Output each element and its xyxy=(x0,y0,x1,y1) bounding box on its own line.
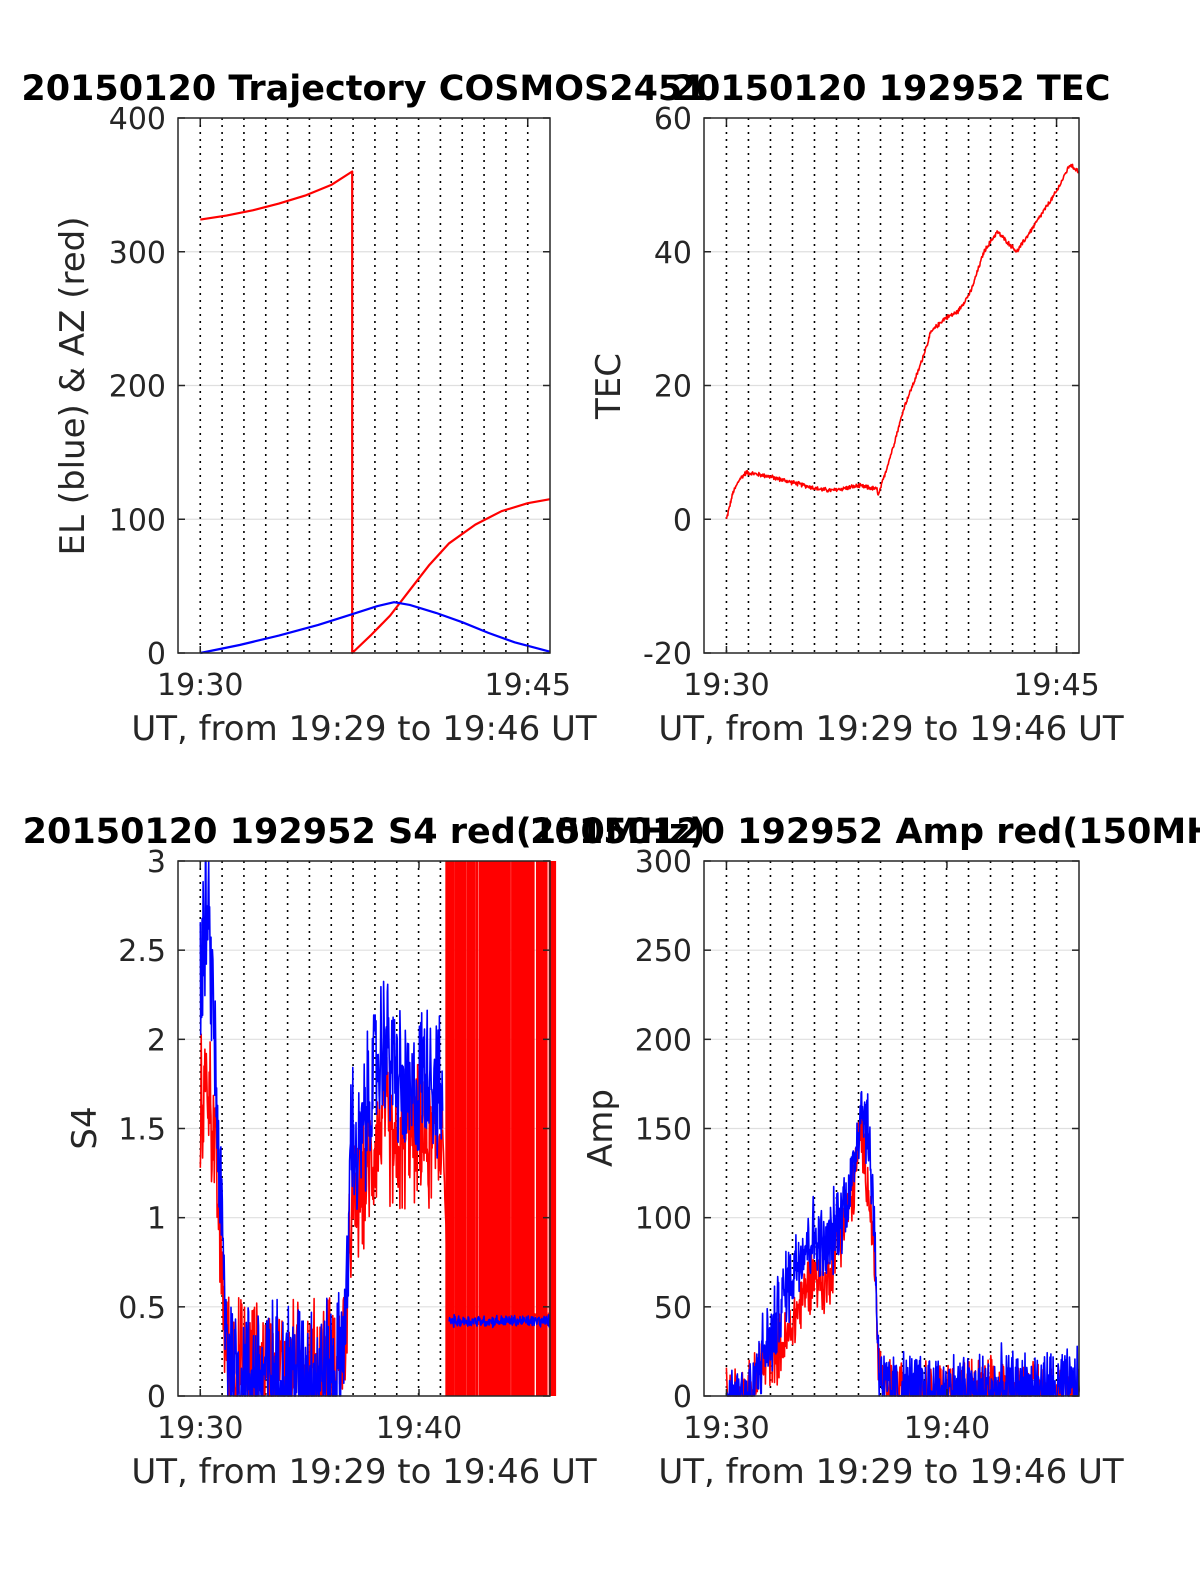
y-axis-label-tec: TEC xyxy=(589,353,629,420)
x-tick-label: 19:30 xyxy=(157,668,243,703)
y-tick-label: 200 xyxy=(109,370,166,405)
saturated-band xyxy=(472,861,476,1396)
y-tick-label: 0 xyxy=(673,1380,692,1415)
x-axis-label-trajectory: UT, from 19:29 to 19:46 UT xyxy=(131,709,597,749)
y-tick-label: -20 xyxy=(643,637,692,672)
x-axis-label-s4: UT, from 19:29 to 19:46 UT xyxy=(131,1452,597,1492)
saturated-band xyxy=(529,861,533,1396)
y-axis-label-amp: Amp xyxy=(581,1089,621,1167)
ticks-s4: 0 0.5 1 1.5 2 2.5 3 19:30 19:40 xyxy=(118,845,550,1446)
x-tick-label: 19:40 xyxy=(376,1411,462,1446)
x-tick-label: 19:40 xyxy=(904,1411,990,1446)
saturated-band xyxy=(548,861,557,1396)
grid-trajectory xyxy=(178,118,550,653)
ticks-tec: -20 0 20 40 60 19:30 19:45 xyxy=(643,102,1100,703)
chart-title-trajectory: 20150120 Trajectory COSMOS2451 xyxy=(21,69,706,109)
y-tick-label: 100 xyxy=(109,503,166,538)
series-line-red-0 xyxy=(200,170,551,655)
y-tick-label: 0 xyxy=(147,637,166,672)
chart-title-amp: 20150120 192952 Amp red(150MHz) xyxy=(530,812,1200,852)
y-axis-label-trajectory: EL (blue) & AZ (red) xyxy=(53,216,93,555)
y-tick-label: 1 xyxy=(147,1202,166,1237)
y-tick-label: 300 xyxy=(109,236,166,271)
y-tick-label: 2 xyxy=(147,1023,166,1058)
saturated-band xyxy=(504,861,508,1396)
y-tick-label: 2.5 xyxy=(118,934,166,969)
ticks-trajectory: 0 100 200 300 400 19:30 19:45 xyxy=(109,102,571,703)
panel-amp: 0 50 100 150 200 250 300 19:30 19:40 20150120 19… xyxy=(530,812,1200,1492)
y-tick-label: 0.5 xyxy=(118,1291,166,1326)
saturated-band xyxy=(506,861,511,1396)
series-line-blue-3 xyxy=(448,1313,551,1329)
saturated-band xyxy=(457,861,463,1396)
x-axis-label-amp: UT, from 19:29 to 19:46 UT xyxy=(658,1452,1124,1492)
y-tick-label: 100 xyxy=(635,1202,692,1237)
saturated-band xyxy=(484,861,492,1396)
x-tick-label: 19:45 xyxy=(1013,668,1099,703)
y-tick-label: 300 xyxy=(635,845,692,880)
series-line-blue-1 xyxy=(199,860,444,1397)
y-tick-label: 60 xyxy=(654,102,692,137)
x-tick-label: 19:30 xyxy=(157,1411,243,1446)
panel-s4: 0 0.5 1 1.5 2 2.5 3 19:30 19:40 20150120 192952 … xyxy=(23,812,706,1492)
series-line-blue-1 xyxy=(725,1090,1080,1397)
saturated-band xyxy=(531,861,535,1396)
series-tec xyxy=(725,163,1080,519)
y-tick-label: 150 xyxy=(635,1113,692,1148)
saturated-band xyxy=(447,861,455,1396)
chart-title-s4: 20150120 192952 S4 red(150MHz) xyxy=(23,812,706,852)
chart-title-tec: 20150120 192952 TEC xyxy=(672,69,1111,109)
panel-tec: -20 0 20 40 60 19:30 19:45 20150120 192952 TEC… xyxy=(589,69,1124,749)
saturated-band xyxy=(475,861,479,1396)
x-tick-label: 19:45 xyxy=(484,668,570,703)
y-tick-label: 0 xyxy=(673,503,692,538)
y-tick-label: 0 xyxy=(147,1380,166,1415)
y-tick-label: 1.5 xyxy=(118,1113,166,1148)
saturated-band xyxy=(470,861,474,1396)
y-tick-label: 50 xyxy=(654,1291,692,1326)
series-trajectory xyxy=(200,170,551,655)
series-line-red-0 xyxy=(725,163,1080,519)
saturated-band xyxy=(482,861,485,1396)
series-s4 xyxy=(199,860,551,1397)
grid-amp xyxy=(704,861,1079,1396)
y-tick-label: 20 xyxy=(654,370,692,405)
saturated-band xyxy=(519,861,525,1396)
saturated-band xyxy=(463,861,466,1396)
series-amp xyxy=(725,1090,1080,1397)
y-tick-label: 3 xyxy=(147,845,166,880)
y-axis-label-s4: S4 xyxy=(65,1106,105,1149)
x-axis-label-tec: UT, from 19:29 to 19:46 UT xyxy=(658,709,1124,749)
saturated-band xyxy=(492,861,495,1396)
x-tick-label: 19:30 xyxy=(683,668,769,703)
series-line-blue-1 xyxy=(200,601,551,655)
x-tick-label: 19:30 xyxy=(683,1411,769,1446)
saturated-band xyxy=(454,861,459,1396)
ticks-amp: 0 50 100 150 200 250 300 19:30 19:40 xyxy=(635,845,1079,1446)
y-tick-label: 200 xyxy=(635,1023,692,1058)
grid-tec xyxy=(704,118,1079,653)
y-tick-label: 40 xyxy=(654,236,692,271)
saturated-band xyxy=(451,861,455,1396)
y-tick-label: 250 xyxy=(635,934,692,969)
y-tick-label: 400 xyxy=(109,102,166,137)
